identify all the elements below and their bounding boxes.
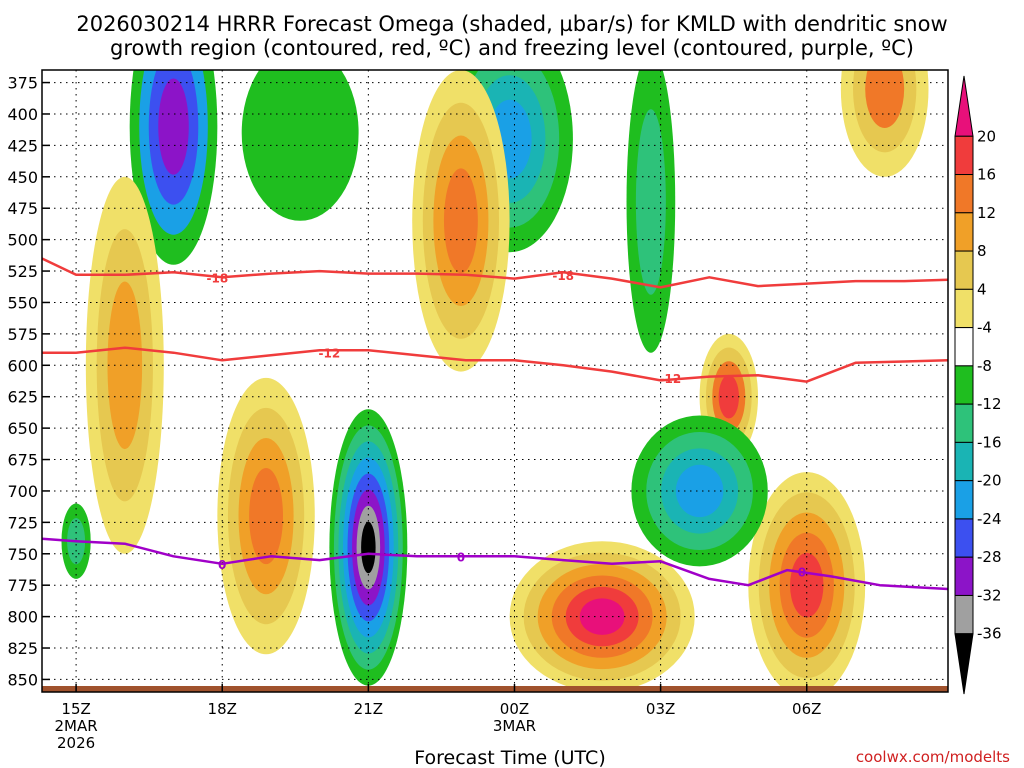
colorbar-label-7: -12 — [977, 395, 1002, 413]
colorbar-band-2 — [954, 174, 974, 214]
omega-shading — [61, 70, 929, 692]
omega-area-0-level-3 — [158, 78, 189, 175]
y-tick-label-550: 550 — [7, 293, 38, 312]
colorbar-label-13: -36 — [977, 625, 1002, 643]
colorbar-label-9: -20 — [977, 472, 1002, 490]
temperature-contours: -18 -18 -12 -12 0 0 0 — [42, 257, 948, 591]
y-tick-label-575: 575 — [7, 325, 38, 344]
credit-text: coolwx.com/modelts — [856, 748, 1010, 766]
y-tick-label-675: 675 — [7, 451, 38, 470]
contour-line-dgz-18 — [42, 257, 948, 289]
y-tick-label-625: 625 — [7, 388, 38, 407]
y-tick-label-525: 525 — [7, 262, 38, 281]
contour-label-2-0: 0 — [218, 558, 226, 572]
omega-area-7-level-5 — [579, 598, 625, 635]
colorbar-label-3: 8 — [977, 242, 987, 260]
x-axis-title: Forecast Time (UTC) — [414, 747, 605, 768]
contour-line-freezing — [42, 537, 948, 591]
y-tick-label-800: 800 — [7, 608, 38, 627]
contour-label-0-0: -18 — [207, 271, 229, 285]
plot-frame — [41, 69, 949, 693]
omega-area-4-level-3 — [443, 168, 478, 274]
contour-label-2-2: 0 — [798, 565, 806, 579]
colorbar-label-1: 16 — [977, 166, 996, 184]
gridlines — [42, 70, 948, 692]
x-tick-label-2-0: 21Z — [354, 700, 383, 718]
colorbar-label-6: -8 — [977, 357, 992, 375]
y-tick-label-425: 425 — [7, 136, 38, 155]
colorbar-label-12: -32 — [977, 586, 1002, 604]
y-tick-label-375: 375 — [7, 74, 38, 93]
y-tick-label-500: 500 — [7, 231, 38, 250]
x-tick-label-0-0: 15Z — [61, 700, 90, 718]
colorbar-label-8: -16 — [977, 433, 1002, 451]
x-tick-label-0-2: 2026 — [57, 734, 95, 752]
y-tick-label-450: 450 — [7, 168, 38, 187]
colorbar-bottom-arrow — [954, 633, 974, 695]
omega-area-8-level-4 — [790, 552, 824, 618]
contour-label-0-1: -18 — [552, 269, 574, 283]
y-tick-label-775: 775 — [7, 576, 38, 595]
x-tick-label-3-0: 00Z — [500, 700, 529, 718]
contour-label-1-1: -12 — [660, 372, 682, 386]
y-tick-label-850: 850 — [7, 670, 38, 689]
y-tick-label-700: 700 — [7, 482, 38, 501]
y-tick-label-725: 725 — [7, 513, 38, 532]
colorbar: 20 16 12 8 4 -4 -8 -12 -16 -20 -24 -28 -32 -36 — [954, 75, 1002, 695]
omega-area-11-level-3 — [675, 464, 724, 518]
colorbar-band-11 — [954, 518, 974, 558]
x-tick-label-0-1: 2MAR — [55, 717, 98, 735]
colorbar-label-2: 12 — [977, 204, 996, 222]
colorbar-band-13 — [954, 594, 974, 635]
y-axis: 375 400 425 450 475 500 525 550 575 600 625 650 675 7… — [7, 74, 50, 689]
omega-area-6-level-3 — [249, 468, 284, 565]
colorbar-band-10 — [954, 480, 974, 520]
chart-title-line2: growth region (contoured, red, ºC) and f… — [110, 36, 914, 60]
omega-area-3-level-7 — [361, 521, 376, 574]
colorbar-top-arrow — [954, 75, 974, 137]
colorbar-label-0: 20 — [977, 127, 996, 145]
colorbar-label-11: -28 — [977, 548, 1002, 566]
y-tick-label-475: 475 — [7, 199, 38, 218]
colorbar-band-4 — [954, 250, 974, 290]
y-tick-label-650: 650 — [7, 419, 38, 438]
omega-area-1-level-0 — [241, 70, 359, 221]
y-tick-label-750: 750 — [7, 545, 38, 564]
colorbar-band-7 — [954, 365, 974, 405]
colorbar-label-10: -24 — [977, 510, 1002, 528]
ground-surface-bar — [42, 686, 948, 692]
x-tick-label-1-0: 18Z — [208, 700, 237, 718]
colorbar-label-4: 4 — [977, 280, 987, 298]
omega-area-9-level-3 — [718, 374, 739, 419]
x-tick-label-3-1: 3MAR — [493, 717, 536, 735]
colorbar-band-8 — [954, 403, 974, 443]
colorbar-band-1 — [954, 135, 974, 176]
colorbar-band-9 — [954, 441, 974, 482]
contour-label-1-0: -12 — [319, 347, 341, 361]
omega-area-12-level-1 — [635, 109, 666, 295]
y-tick-label-400: 400 — [7, 105, 38, 124]
x-tick-label-5-0: 06Z — [792, 700, 821, 718]
y-tick-label-825: 825 — [7, 639, 38, 658]
chart-title-line1: 2026030214 HRRR Forecast Omega (shaded, … — [76, 12, 947, 36]
omega-area-5-level-2 — [107, 281, 143, 450]
colorbar-label-5: -4 — [977, 319, 992, 337]
colorbar-band-6 — [954, 327, 974, 367]
colorbar-band-5 — [954, 288, 974, 329]
x-tick-label-4-0: 03Z — [646, 700, 675, 718]
omega-area-10-level-2 — [865, 70, 905, 128]
colorbar-band-3 — [954, 212, 974, 252]
colorbar-band-12 — [954, 556, 974, 596]
y-tick-label-600: 600 — [7, 356, 38, 375]
contour-label-2-1: 0 — [457, 550, 465, 564]
contour-line-dgz-12 — [42, 346, 948, 383]
